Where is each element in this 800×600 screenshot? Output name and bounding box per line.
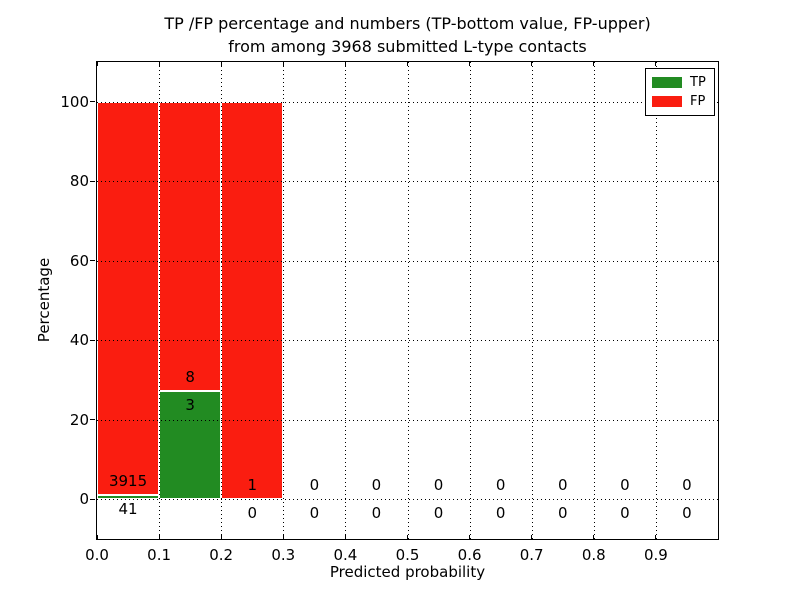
tp-count-label: 0 (371, 504, 382, 523)
y-tick-mark (90, 101, 95, 103)
v-gridline (469, 62, 471, 539)
y-axis-label: Percentage (35, 257, 53, 343)
y-tick-mark (90, 180, 95, 182)
tp-count-label: 0 (433, 504, 444, 523)
tp-count-label: 41 (118, 500, 138, 519)
fp-bar-segment (221, 101, 284, 500)
x-tick-mark (593, 535, 595, 539)
x-tick-mark (96, 535, 98, 539)
v-gridline (655, 62, 657, 539)
fp-count-label: 0 (433, 476, 444, 495)
x-tick-mark-top (158, 62, 160, 66)
chart-title: TP /FP percentage and numbers (TP-bottom… (97, 12, 718, 58)
x-tick-mark-top (593, 62, 595, 66)
x-tick-mark-top (469, 62, 471, 66)
tp-count-label: 0 (682, 504, 692, 523)
x-tick-mark (220, 535, 222, 539)
fp-count-label: 1 (247, 476, 258, 495)
v-gridline (283, 62, 285, 539)
x-tick-mark (531, 535, 533, 539)
x-tick-label: 0.2 (209, 546, 234, 564)
fp-count-label: 0 (620, 476, 630, 495)
x-tick-mark-top (655, 62, 657, 66)
v-gridline (159, 62, 161, 539)
fp-count-label: 0 (309, 476, 320, 495)
x-tick-mark (655, 535, 657, 539)
x-tick-mark-top (344, 62, 346, 66)
fp-count-label: 8 (185, 367, 195, 386)
x-tick-mark (469, 535, 471, 539)
fp-bar-segment (159, 101, 222, 391)
fp-count-label: 0 (682, 476, 692, 495)
y-tick-label: 40 (69, 331, 89, 350)
x-tick-mark-top (407, 62, 408, 66)
y-tick-mark (90, 419, 95, 421)
x-tick-mark (282, 535, 284, 539)
x-tick-mark (344, 535, 346, 539)
x-tick-label: 0.7 (519, 546, 544, 564)
tp-bar-segment (97, 495, 160, 500)
x-tick-mark (407, 535, 408, 539)
tp-count-label: 0 (495, 504, 506, 523)
x-tick-label: 0.0 (85, 546, 109, 564)
fp-count-label: 0 (371, 476, 382, 495)
tp-count-label: 0 (309, 504, 320, 523)
y-tick-label: 100 (60, 92, 89, 111)
chart-title-line2: from among 3968 submitted L-type contact… (228, 37, 587, 56)
v-gridline (407, 62, 409, 539)
x-tick-label: 0.6 (457, 546, 482, 564)
legend-label-fp: FP (690, 94, 706, 109)
x-tick-mark-top (96, 62, 98, 66)
chart-title-line1: TP /FP percentage and numbers (TP-bottom… (164, 14, 651, 33)
y-tick-label: 60 (69, 251, 89, 270)
fp-bar-segment (97, 101, 160, 496)
x-tick-mark-top (282, 62, 284, 66)
v-gridline (345, 62, 347, 539)
legend-swatch-tp (652, 77, 682, 88)
x-tick-mark (158, 535, 160, 539)
x-tick-label: 0.4 (333, 546, 358, 564)
y-tick-label: 20 (69, 410, 89, 429)
tp-count-label: 3 (185, 395, 195, 414)
v-gridline (593, 62, 595, 539)
plot-area: 3915 41 8 3 1 0 0 0 0 0 0 0 0 0 0 0 0 0 0 0 (90, 61, 719, 540)
x-tick-mark-top (531, 62, 533, 66)
legend-entry-fp: FP (652, 92, 708, 111)
x-tick-label: 0.5 (395, 546, 420, 564)
tp-count-label: 0 (557, 504, 568, 523)
y-tick-label: 0 (79, 490, 89, 509)
fp-count-label: 0 (495, 476, 506, 495)
legend-swatch-fp (652, 96, 682, 107)
x-tick-label: 0.1 (147, 546, 172, 564)
tp-count-label: 0 (620, 504, 630, 523)
tp-count-label: 0 (247, 504, 258, 523)
x-tick-label: 0.8 (581, 546, 606, 564)
x-tick-mark-top (220, 62, 222, 66)
fp-count-label: 0 (557, 476, 568, 495)
v-gridline (531, 62, 533, 539)
y-tick-label: 80 (69, 172, 89, 191)
legend-entry-tp: TP (652, 73, 708, 92)
x-tick-label: 0.3 (271, 546, 296, 564)
fp-count-label: 3915 (108, 472, 148, 491)
legend: TP FP (645, 68, 715, 116)
x-tick-label: 0.9 (643, 546, 668, 564)
x-axis-label: Predicted probability (329, 563, 486, 581)
y-tick-mark (90, 260, 95, 262)
v-gridline (221, 62, 223, 539)
y-tick-mark (90, 339, 95, 341)
tp-bar-segment (159, 390, 222, 500)
legend-label-tp: TP (690, 75, 706, 90)
y-tick-mark (90, 498, 95, 500)
